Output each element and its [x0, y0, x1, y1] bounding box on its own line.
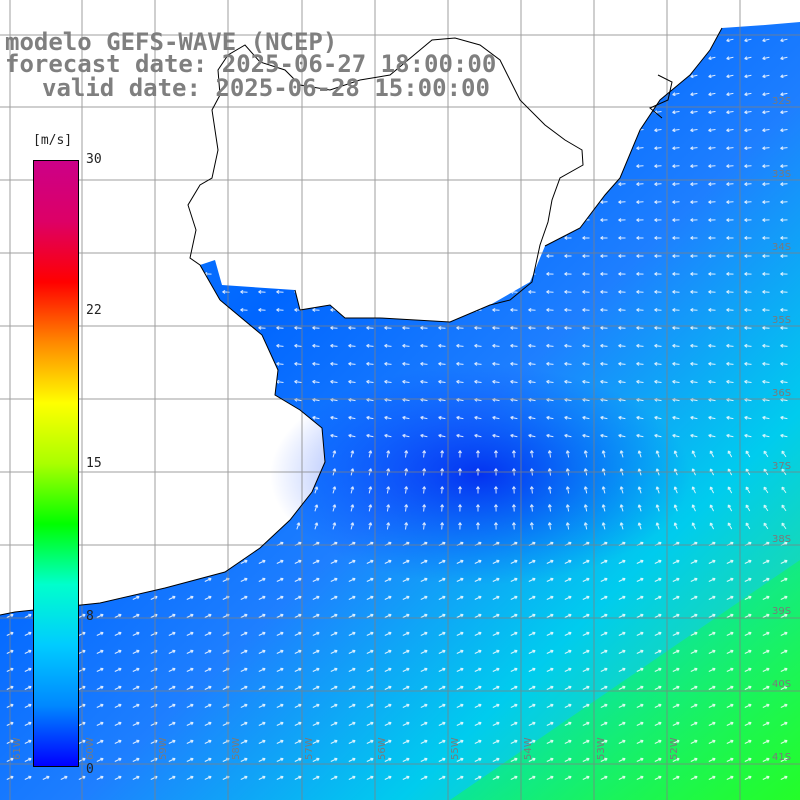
longitude-label: 60W [85, 737, 96, 760]
colorbar-tick: 15 [86, 456, 102, 471]
latitude-label: 39S [772, 606, 791, 617]
longitude-label: 58W [231, 737, 242, 760]
longitude-label: 56W [377, 737, 388, 760]
latitude-label: 41S [772, 752, 791, 763]
longitude-label: 57W [304, 737, 315, 760]
latitude-label: 34S [772, 242, 791, 253]
longitude-label: 53W [596, 737, 607, 760]
latitude-label: 36S [772, 388, 791, 399]
model-title: modelo GEFS-WAVE (NCEP) [5, 28, 338, 56]
latitude-label: 33S [772, 169, 791, 180]
latitude-label: 38S [772, 534, 791, 545]
longitude-label: 55W [450, 737, 461, 760]
valid-date: valid date: 2025-06-28 15:00:00 [42, 74, 490, 102]
longitude-label: 52W [669, 737, 680, 760]
latitude-label: 32S [772, 96, 791, 107]
colorbar-tick: 8 [86, 609, 94, 624]
coastline [0, 27, 723, 616]
latitude-label: 35S [772, 315, 791, 326]
colorbar-tick: 0 [86, 762, 94, 777]
longitude-label: 61W [12, 737, 23, 760]
colorbar-tick: 22 [86, 303, 102, 318]
colorbar [33, 160, 79, 767]
latitude-label: 37S [772, 461, 791, 472]
longitude-label: 59W [158, 737, 169, 760]
colorbar-tick: 30 [86, 152, 102, 167]
forecast-date: forecast date: 2025-06-27 18:00:00 [5, 50, 497, 78]
colorbar-unit: [m/s] [33, 133, 73, 148]
latitude-label: 40S [772, 679, 791, 690]
longitude-label: 54W [523, 737, 534, 760]
